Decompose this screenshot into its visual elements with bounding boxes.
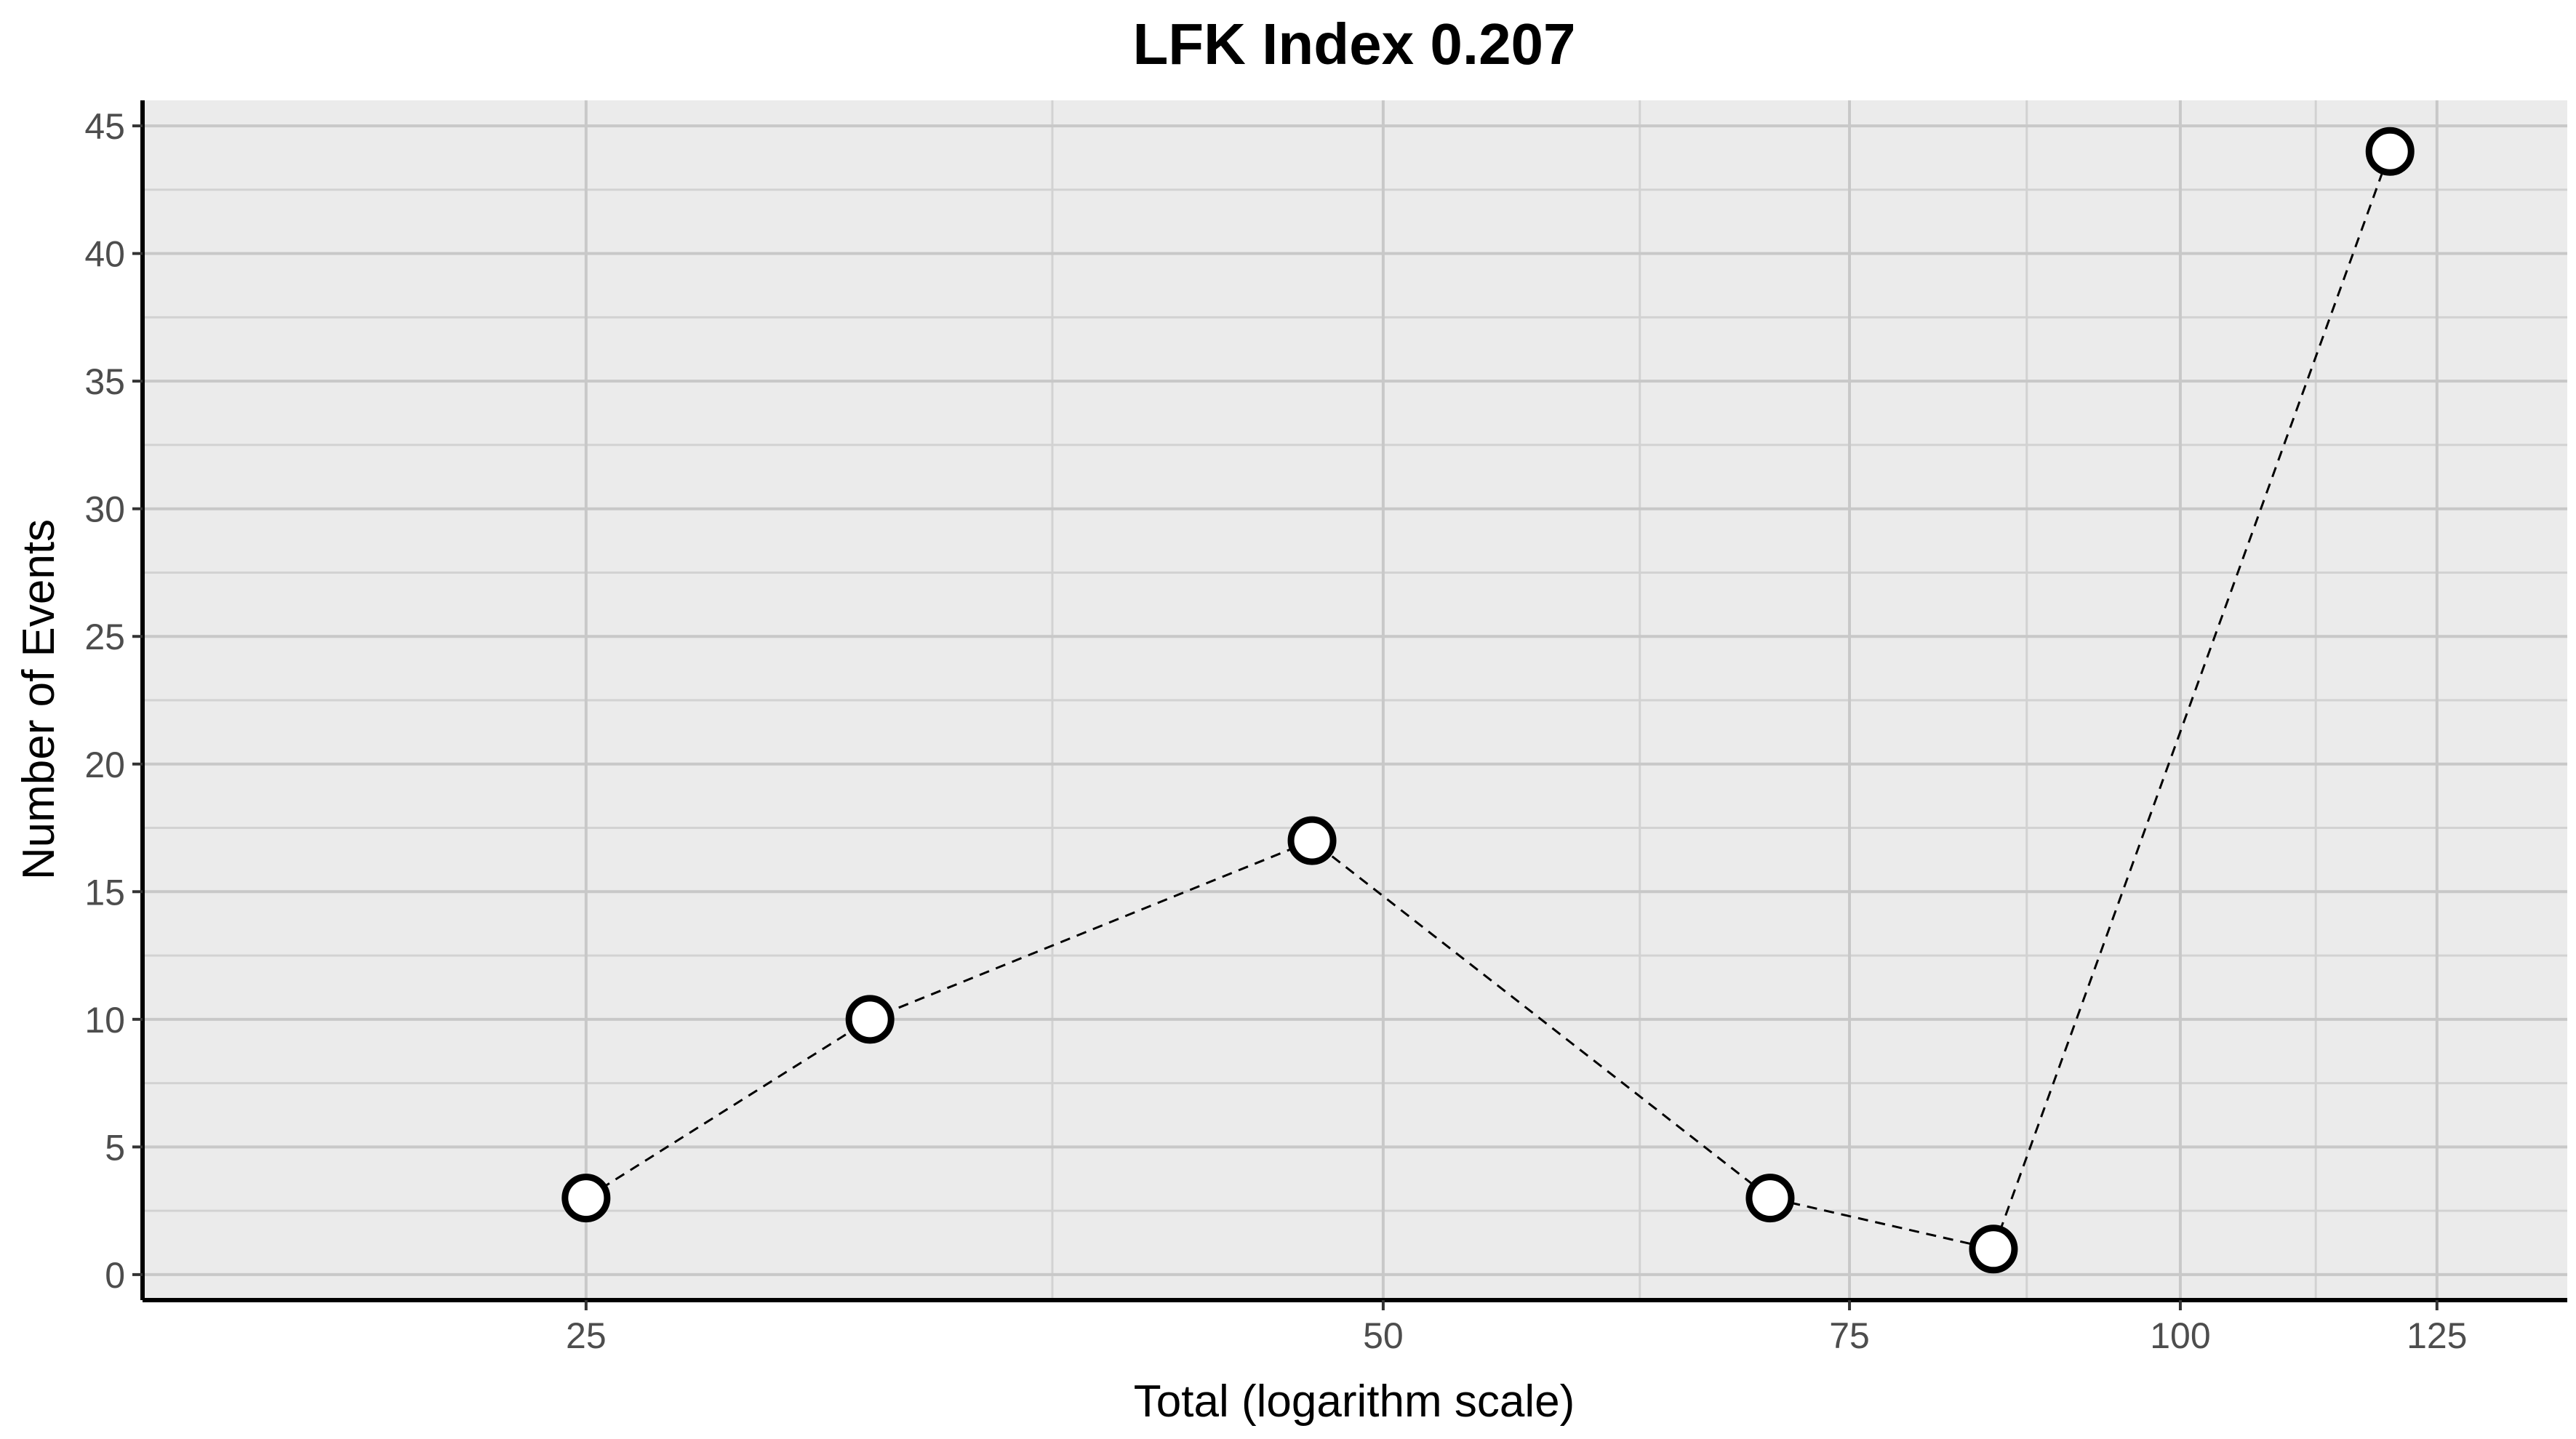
x-tick-label: 50 — [1363, 1315, 1404, 1356]
y-tick-label: 35 — [84, 361, 125, 402]
x-tick-label: 75 — [1829, 1315, 1870, 1356]
data-point — [1287, 816, 1337, 865]
y-tick-label: 25 — [84, 617, 125, 657]
data-point — [1969, 1224, 2018, 1274]
y-tick-label: 20 — [84, 745, 125, 785]
data-point — [561, 1174, 611, 1223]
data-points — [561, 127, 2415, 1274]
y-tick-label: 15 — [84, 872, 125, 913]
y-tick-label: 0 — [105, 1255, 125, 1296]
y-tick-label: 45 — [84, 106, 125, 147]
y-tick-label: 10 — [84, 1000, 125, 1041]
x-tick-label: 125 — [2407, 1315, 2467, 1356]
y-axis-ticks: 0 5 10 15 20 25 30 35 40 45 — [84, 106, 143, 1296]
x-tick-label: 25 — [566, 1315, 607, 1356]
x-axis-ticks: 25 50 75 100 125 — [566, 1300, 2468, 1356]
data-point — [2365, 127, 2415, 176]
x-axis-title: Total (logarithm scale) — [1134, 1376, 1575, 1427]
y-axis-title: Number of Events — [14, 519, 64, 880]
y-tick-label: 5 — [105, 1127, 125, 1168]
series-dashed-line — [585, 151, 2391, 1251]
major-gridlines — [143, 100, 2567, 1300]
data-point — [1745, 1174, 1795, 1223]
x-tick-label: 100 — [2150, 1315, 2210, 1356]
minor-gridlines — [143, 100, 2567, 1300]
chart-title: LFK Index 0.207 — [1132, 12, 1575, 76]
y-tick-label: 30 — [84, 489, 125, 530]
data-point — [845, 995, 895, 1044]
y-tick-label: 40 — [84, 234, 125, 275]
